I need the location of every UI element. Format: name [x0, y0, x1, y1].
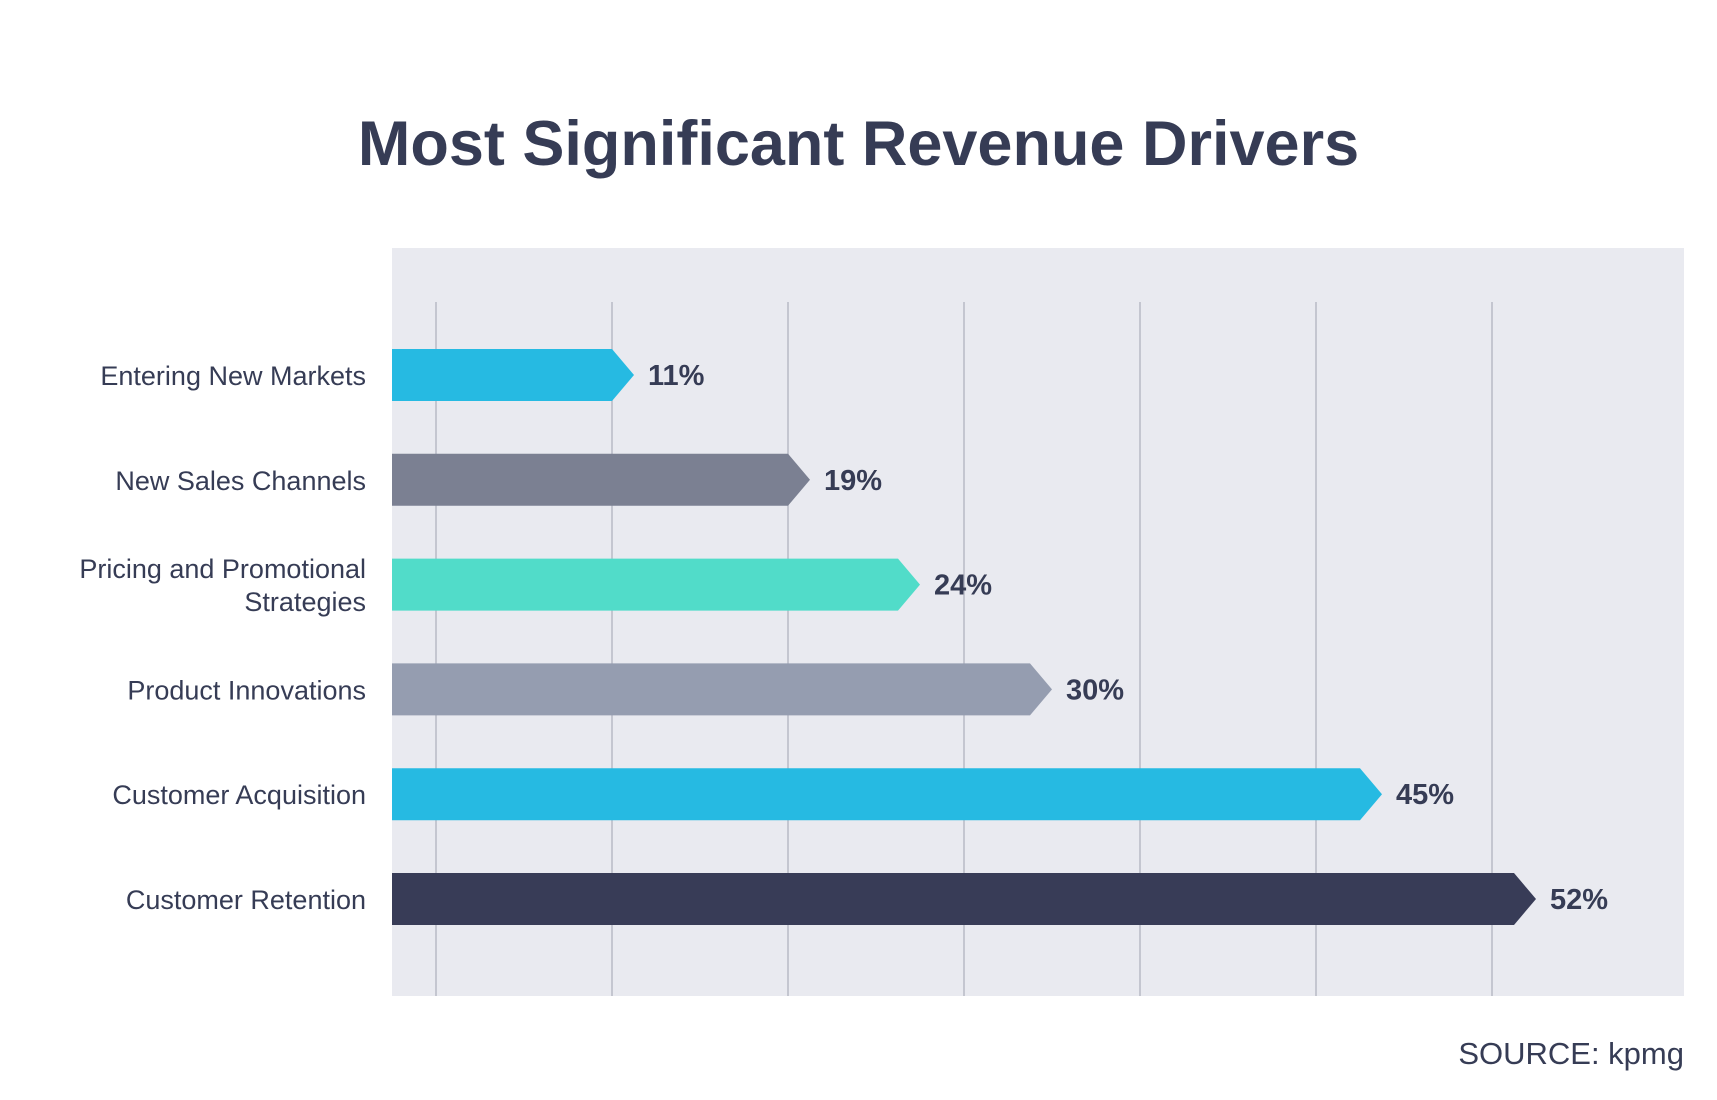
category-label: Product Innovations: [127, 675, 366, 705]
bar: [392, 453, 810, 506]
value-label: 30%: [1066, 674, 1124, 706]
value-labels: 11% 19% 24% 30% 45% 52%: [648, 360, 1608, 916]
value-label: 11%: [648, 360, 705, 392]
chart-title: Most Significant Revenue Drivers: [357, 109, 1360, 179]
value-label: 19%: [824, 465, 882, 497]
value-label: 24%: [934, 570, 992, 602]
value-label: 52%: [1550, 884, 1608, 916]
category-label: Strategies: [244, 587, 366, 617]
value-label: 45%: [1396, 779, 1454, 811]
bar: [392, 768, 1382, 821]
category-label: New Sales Channels: [115, 466, 366, 496]
category-label: Pricing and Promotional: [79, 554, 366, 584]
bar: [392, 349, 634, 401]
bar: [392, 663, 1052, 716]
category-label: Customer Acquisition: [112, 780, 366, 810]
category-labels: Entering New Markets New Sales Channels Pr…: [79, 361, 366, 915]
category-label: Entering New Markets: [100, 361, 366, 391]
bars: [392, 349, 1536, 925]
source-note: SOURCE: kpmg: [1458, 1036, 1684, 1071]
category-label: Customer Retention: [126, 885, 366, 915]
bar: [392, 873, 1536, 925]
bar: [392, 558, 920, 611]
